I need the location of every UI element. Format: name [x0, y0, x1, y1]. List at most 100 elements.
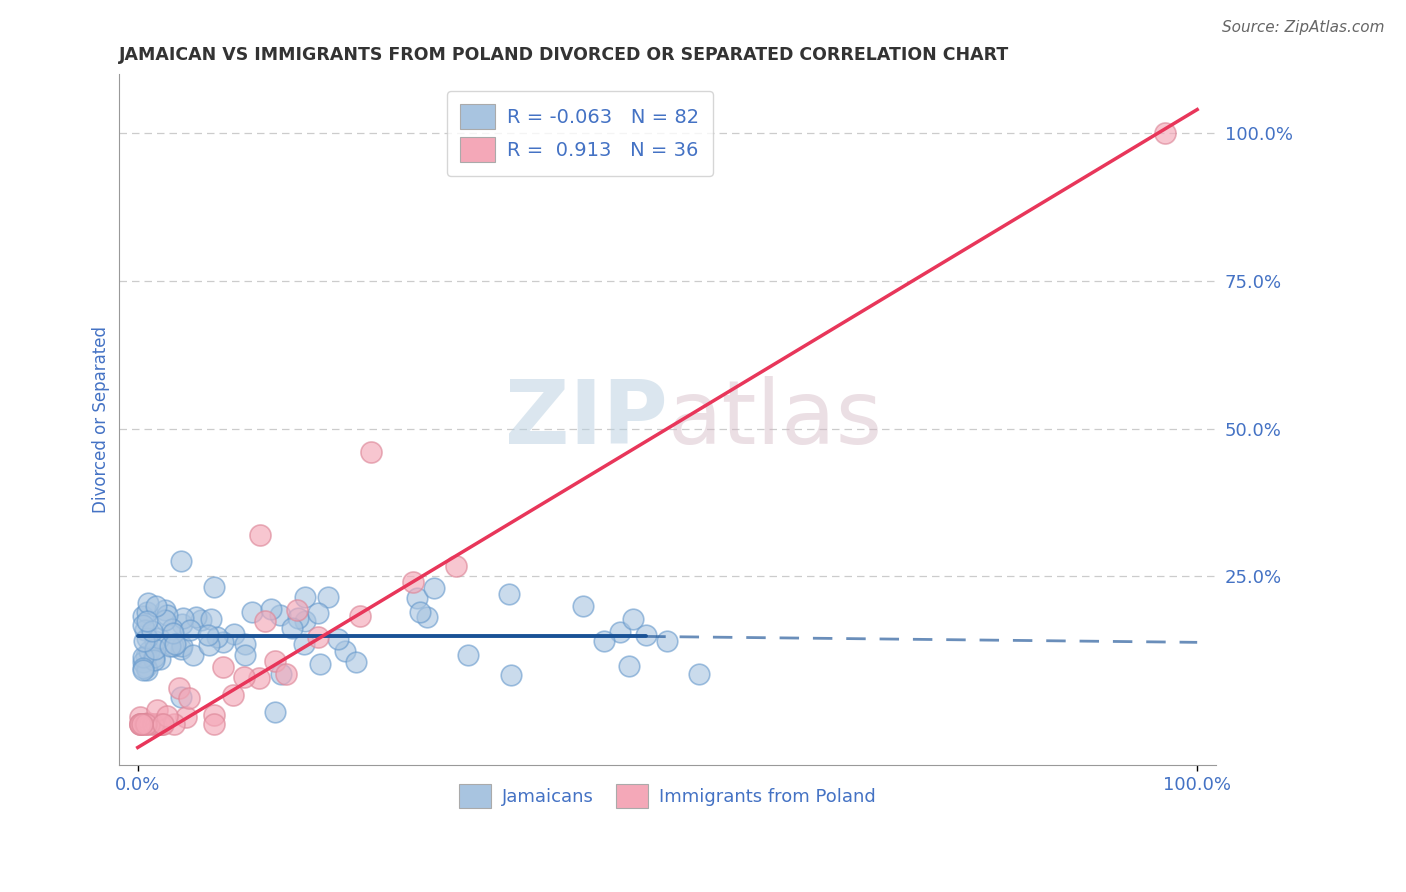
Point	[349, 609, 371, 624]
Point	[233, 648, 256, 662]
Point	[131, 717, 153, 731]
Point	[179, 623, 201, 637]
Point	[132, 650, 155, 665]
Point	[309, 657, 332, 672]
Point	[307, 606, 329, 620]
Point	[233, 637, 256, 651]
Point	[128, 717, 150, 731]
Point	[167, 681, 190, 695]
Point	[444, 559, 467, 574]
Point	[132, 618, 155, 632]
Point	[1154, 126, 1177, 140]
Point	[344, 655, 367, 669]
Point	[222, 689, 245, 703]
Point	[135, 631, 157, 645]
Point	[269, 607, 291, 622]
Point	[416, 610, 439, 624]
Point	[146, 704, 169, 718]
Point	[165, 637, 187, 651]
Point	[145, 599, 167, 613]
Point	[138, 717, 160, 731]
Point	[143, 649, 166, 664]
Point	[409, 605, 432, 619]
Point	[360, 445, 382, 459]
Point	[499, 667, 522, 681]
Point	[264, 654, 287, 668]
Point	[202, 707, 225, 722]
Point	[174, 710, 197, 724]
Point	[498, 587, 520, 601]
Y-axis label: Divorced or Separated: Divorced or Separated	[93, 326, 110, 513]
Point	[148, 632, 170, 646]
Point	[406, 591, 429, 605]
Point	[294, 615, 316, 629]
Point	[135, 649, 157, 664]
Point	[186, 610, 208, 624]
Point	[134, 623, 156, 637]
Point	[132, 609, 155, 624]
Point	[211, 660, 233, 674]
Legend: Jamaicans, Immigrants from Poland: Jamaicans, Immigrants from Poland	[451, 777, 883, 815]
Point	[657, 634, 679, 648]
Point	[636, 628, 658, 642]
Text: ZIP: ZIP	[505, 376, 668, 463]
Text: Source: ZipAtlas.com: Source: ZipAtlas.com	[1222, 20, 1385, 35]
Point	[240, 605, 263, 619]
Point	[150, 717, 173, 731]
Point	[190, 613, 212, 627]
Point	[143, 653, 166, 667]
Point	[143, 633, 166, 648]
Point	[170, 616, 193, 631]
Point	[264, 705, 287, 719]
Point	[457, 648, 479, 662]
Point	[163, 717, 186, 731]
Point	[132, 655, 155, 669]
Point	[294, 591, 316, 605]
Point	[333, 644, 356, 658]
Point	[169, 554, 191, 568]
Point	[222, 627, 245, 641]
Text: JAMAICAN VS IMMIGRANTS FROM POLAND DIVORCED OR SEPARATED CORRELATION CHART: JAMAICAN VS IMMIGRANTS FROM POLAND DIVOR…	[118, 46, 1010, 64]
Point	[170, 690, 193, 704]
Point	[155, 613, 177, 627]
Point	[152, 717, 174, 731]
Point	[149, 652, 172, 666]
Point	[138, 643, 160, 657]
Point	[172, 639, 194, 653]
Point	[316, 591, 339, 605]
Point	[609, 624, 631, 639]
Point	[423, 581, 446, 595]
Point	[593, 634, 616, 648]
Point	[142, 717, 165, 731]
Point	[136, 605, 159, 619]
Point	[247, 671, 270, 685]
Point	[143, 641, 166, 656]
Point	[135, 659, 157, 673]
Point	[179, 691, 201, 706]
Text: atlas: atlas	[668, 376, 883, 463]
Point	[156, 708, 179, 723]
Point	[402, 574, 425, 589]
Point	[232, 670, 254, 684]
Point	[136, 615, 159, 629]
Point	[249, 528, 271, 542]
Point	[145, 717, 167, 731]
Point	[260, 602, 283, 616]
Point	[129, 710, 152, 724]
Point	[307, 631, 329, 645]
Point	[326, 632, 349, 646]
Point	[205, 630, 228, 644]
Point	[270, 666, 292, 681]
Point	[149, 717, 172, 731]
Point	[253, 614, 276, 628]
Point	[129, 717, 152, 731]
Point	[623, 612, 645, 626]
Point	[688, 666, 710, 681]
Point	[181, 648, 204, 662]
Point	[162, 639, 184, 653]
Point	[134, 717, 156, 731]
Point	[274, 666, 297, 681]
Point	[129, 717, 152, 731]
Point	[132, 663, 155, 677]
Point	[138, 596, 160, 610]
